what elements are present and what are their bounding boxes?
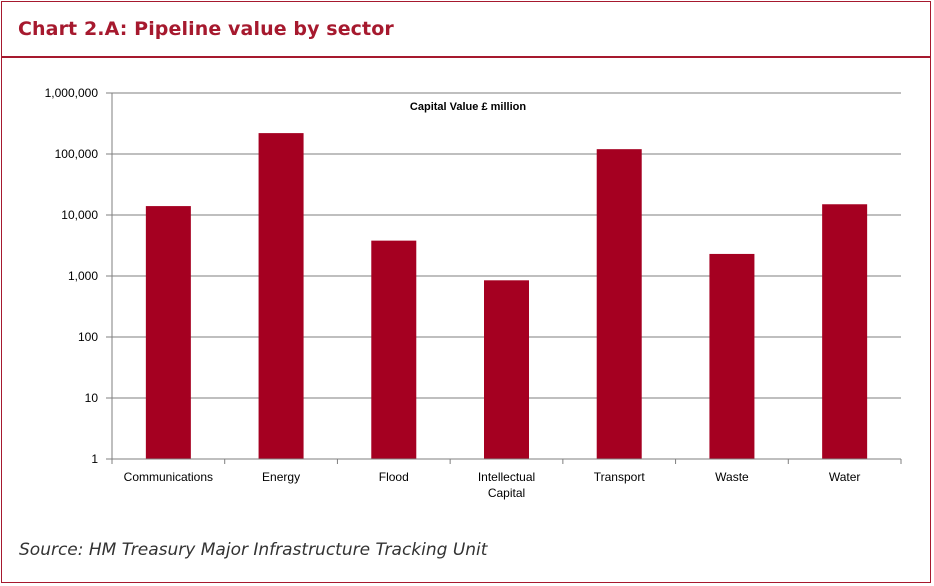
- y-tick-label: 10: [85, 391, 99, 405]
- x-tick-label: Communications: [124, 470, 213, 484]
- y-tick-label: 10,000: [61, 208, 98, 222]
- title-divider: [1, 56, 931, 58]
- bar: [596, 149, 642, 460]
- bar: [709, 253, 755, 459]
- x-tick-label: Intellectual Capital: [478, 470, 535, 500]
- bar: [145, 206, 191, 459]
- x-tick-label: Transport: [594, 470, 646, 484]
- page-title: Chart 2.A: Pipeline value by sector: [18, 18, 394, 40]
- y-tick-label: 1: [91, 452, 98, 466]
- y-tick-label: 1,000,000: [45, 86, 99, 100]
- bar: [258, 133, 304, 459]
- y-tick-label: 1,000: [68, 269, 98, 283]
- bar: [822, 204, 868, 459]
- x-tick-label: Flood: [379, 470, 409, 484]
- y-tick-label: 100: [78, 330, 98, 344]
- bar: [484, 280, 529, 459]
- source-note: Source: HM Treasury Major Infrastructure…: [19, 540, 488, 560]
- x-tick-label: Waste: [715, 470, 749, 484]
- bar: [371, 240, 417, 459]
- chart-subtitle: Capital Value £ million: [410, 101, 526, 113]
- x-tick-label: Energy: [262, 470, 300, 484]
- y-tick-label: 100,000: [55, 147, 99, 161]
- x-tick-label: Water: [829, 470, 861, 484]
